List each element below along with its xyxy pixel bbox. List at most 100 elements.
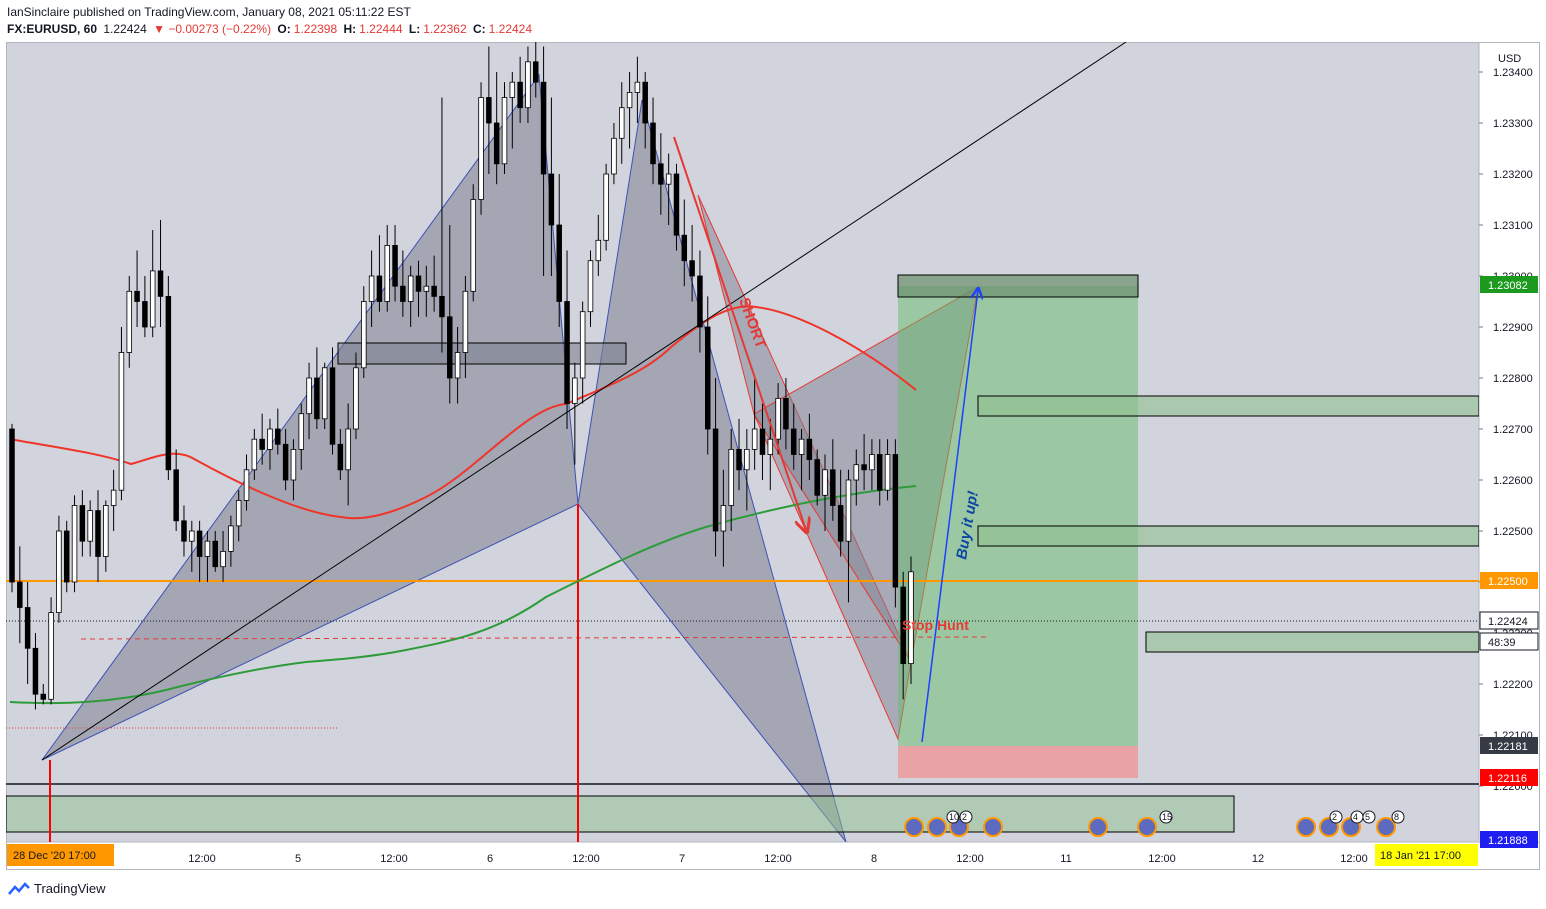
candle-down bbox=[642, 81, 648, 124]
y-tick-label: 1.22200 bbox=[1493, 679, 1533, 691]
low-value: 1.22362 bbox=[423, 22, 467, 36]
candle-up bbox=[189, 530, 195, 542]
y-tick-label: 1.23300 bbox=[1493, 118, 1533, 130]
candle-down bbox=[134, 290, 140, 302]
candle-down bbox=[376, 275, 383, 302]
candle-up bbox=[478, 97, 484, 200]
price-axis-background bbox=[1479, 42, 1540, 870]
event-count-badge bbox=[959, 810, 973, 824]
candle-down bbox=[259, 438, 265, 450]
close-value: 1.22424 bbox=[488, 22, 533, 36]
candle-down bbox=[556, 224, 562, 302]
candle-down bbox=[337, 443, 344, 471]
candle-up bbox=[462, 290, 469, 353]
zone-support-base bbox=[6, 795, 1235, 833]
event-count-badge bbox=[946, 810, 960, 824]
candle-up bbox=[345, 428, 351, 471]
candle-up bbox=[525, 61, 531, 109]
candle-up bbox=[48, 612, 54, 700]
x-range-start-label: 28 Dec '20 17:00 bbox=[13, 850, 96, 862]
candle-up bbox=[306, 377, 312, 415]
candle-down bbox=[548, 173, 555, 226]
event-count-badge bbox=[1362, 810, 1376, 824]
candle-up bbox=[251, 438, 258, 471]
candle-up bbox=[470, 199, 476, 292]
x-tick-label: 7 bbox=[679, 853, 685, 865]
candle-down bbox=[392, 244, 398, 287]
candle-down bbox=[142, 301, 148, 328]
candle-down bbox=[892, 454, 899, 588]
event-flag-icon bbox=[927, 817, 947, 837]
candle-down bbox=[493, 122, 500, 165]
candle-up bbox=[56, 530, 62, 613]
event-count-label: 10 bbox=[949, 812, 959, 822]
buy-arrow bbox=[921, 290, 978, 743]
high-value: 1.22444 bbox=[359, 22, 403, 36]
x-tick-label: 12 bbox=[1252, 853, 1264, 865]
stop-hunt-dashed-line bbox=[80, 636, 987, 640]
candle-down bbox=[212, 540, 218, 568]
candle-up bbox=[595, 239, 602, 262]
candle-up bbox=[775, 397, 781, 440]
candle-down bbox=[814, 459, 820, 496]
candle-down bbox=[329, 367, 336, 445]
candle-up bbox=[908, 571, 914, 664]
stop-zone bbox=[898, 746, 1138, 778]
candle-down bbox=[9, 428, 15, 583]
candle-up bbox=[587, 260, 594, 313]
price-label-box bbox=[1480, 572, 1538, 589]
candle-down bbox=[517, 81, 523, 109]
candle-down bbox=[564, 301, 570, 404]
y-tick-label: 1.22600 bbox=[1493, 475, 1533, 487]
candle-down bbox=[806, 438, 813, 461]
event-flag-icon bbox=[1376, 817, 1396, 837]
symbol-label[interactable]: FX:EURUSD, 60 bbox=[7, 22, 98, 36]
event-flag-icon bbox=[1088, 817, 1108, 837]
candle-up bbox=[103, 505, 109, 557]
candle-down bbox=[17, 581, 23, 608]
zone-support-1 bbox=[1145, 631, 1479, 653]
x-tick-label: 11 bbox=[1060, 853, 1071, 865]
x-range-end-label: 18 Jan '21 17:00 bbox=[1380, 850, 1461, 862]
candle-down bbox=[681, 234, 688, 262]
y-tick-label: 1.23200 bbox=[1493, 169, 1533, 181]
candle-up bbox=[579, 311, 586, 379]
candle-down bbox=[486, 97, 492, 124]
brand-label[interactable]: TradingView bbox=[34, 881, 106, 896]
price-label-box bbox=[1480, 831, 1538, 848]
candle-up bbox=[501, 97, 508, 165]
candle-down bbox=[736, 448, 742, 471]
close-label: C: bbox=[472, 22, 486, 36]
candle-down bbox=[275, 428, 281, 445]
low-label: L: bbox=[408, 22, 421, 36]
event-flag-icon bbox=[1296, 817, 1316, 837]
candle-down bbox=[650, 122, 656, 165]
x-tick-label: 12:00 bbox=[764, 853, 792, 865]
x-tick-label: 12:00 bbox=[1340, 853, 1368, 865]
zone-resistance-2 bbox=[977, 525, 1479, 547]
x-tick-label: 12:00 bbox=[1148, 853, 1176, 865]
candle-up bbox=[744, 448, 750, 471]
x-tick-label: 12:00 bbox=[572, 853, 600, 865]
chart-area[interactable]: 1.234001.233001.232001.231001.230001.229… bbox=[6, 42, 1540, 870]
price-label-box bbox=[1479, 632, 1539, 651]
candle-up bbox=[572, 377, 578, 404]
candle-up bbox=[884, 454, 891, 491]
event-count-badge bbox=[1391, 810, 1405, 824]
target-box bbox=[897, 274, 1139, 298]
candle-down bbox=[876, 454, 883, 491]
candle-up bbox=[368, 275, 375, 302]
candle-down bbox=[181, 520, 187, 542]
candle-down bbox=[783, 397, 789, 430]
candle-up bbox=[149, 270, 156, 328]
candle-up bbox=[110, 489, 117, 506]
candle-up bbox=[454, 352, 461, 379]
x-tick-label: 12:00 bbox=[188, 853, 216, 865]
y-tick-label: 1.23400 bbox=[1493, 67, 1533, 79]
event-flag-icon bbox=[983, 817, 1003, 837]
y-tick-label: 1.23100 bbox=[1493, 220, 1533, 232]
candle-up bbox=[720, 505, 727, 532]
price-chart[interactable]: 1.234001.233001.232001.231001.230001.229… bbox=[6, 42, 1540, 870]
event-count-label: 2 bbox=[962, 812, 967, 822]
chart-border bbox=[6, 42, 1540, 870]
